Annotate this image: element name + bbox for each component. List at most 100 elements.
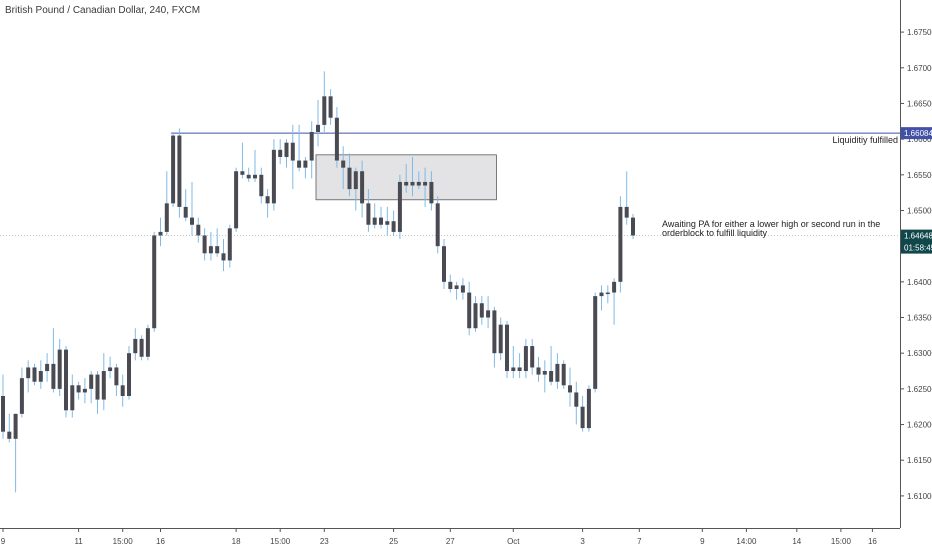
liquidity-price-tag	[901, 127, 932, 140]
candle-body	[397, 181, 402, 232]
candle-body	[454, 285, 459, 289]
candle-body	[95, 374, 100, 400]
candle-body	[51, 363, 56, 389]
candle-body	[82, 388, 87, 393]
candle-body	[612, 281, 617, 293]
candle-body	[341, 160, 346, 168]
candle-body	[246, 174, 251, 179]
candle-body	[473, 303, 478, 329]
candle-body	[45, 363, 50, 372]
candle-body	[536, 367, 541, 375]
candle-body	[442, 246, 446, 282]
x-tick-label: 15:00	[270, 537, 291, 546]
y-tick-label: 1.61000	[907, 492, 932, 501]
y-tick-label: 1.62000	[907, 421, 932, 430]
candle-body	[152, 235, 157, 329]
candle-body	[385, 221, 390, 225]
candle-body	[297, 160, 302, 168]
y-tick-label: 1.63000	[907, 349, 932, 358]
candle-body	[479, 303, 484, 318]
candle-body	[467, 292, 472, 329]
x-tick-label: 9	[700, 537, 705, 546]
candle-body	[618, 206, 623, 282]
candle-body	[423, 181, 428, 186]
candle-body	[366, 203, 371, 225]
candle-body	[328, 96, 333, 118]
y-tick-label: 1.62500	[907, 385, 932, 394]
candle-body	[1, 396, 5, 432]
candle-body	[492, 310, 497, 354]
candle-body	[624, 206, 629, 218]
candle-body	[568, 385, 572, 393]
candle-body	[486, 310, 491, 318]
candle-body	[227, 228, 232, 261]
candle-body	[171, 135, 176, 204]
candle-body	[7, 431, 12, 439]
candle-body	[511, 367, 516, 372]
candle-body	[190, 217, 194, 225]
candle-body	[290, 142, 295, 161]
candle-body	[561, 363, 566, 386]
candle-body	[76, 385, 81, 393]
y-tick-label: 1.65000	[907, 206, 932, 215]
candle-body	[599, 292, 604, 297]
current-price-tag	[901, 229, 932, 254]
x-tick-label: 23	[320, 537, 329, 546]
candle-body	[57, 349, 62, 389]
candle-body	[586, 388, 591, 429]
candle-body	[580, 406, 585, 429]
candle-body	[64, 349, 68, 411]
x-tick-label: 15:00	[831, 537, 852, 546]
candle-body	[448, 281, 453, 289]
candle-body	[379, 217, 383, 225]
x-tick-label: 11	[74, 537, 83, 546]
candle-body	[19, 378, 24, 414]
candle-body	[70, 385, 75, 411]
x-tick-label: 7	[637, 537, 642, 546]
note-text-line2: orderblock to fulfill liquidity	[662, 228, 768, 238]
candle-body	[234, 171, 239, 229]
candle-body	[549, 371, 554, 382]
candle-body	[221, 253, 226, 261]
candle-body	[127, 353, 131, 396]
candle-body	[555, 363, 560, 382]
candle-body	[410, 181, 415, 186]
x-tick-label: 16	[156, 537, 165, 546]
liquidity-price-label: 1.66084	[904, 129, 932, 138]
candle-body	[108, 367, 113, 372]
candle-body	[38, 371, 43, 382]
candle-body	[89, 374, 94, 389]
candle-body	[631, 217, 635, 236]
note-text-line1: Awaiting PA for either a lower high or s…	[662, 219, 880, 229]
y-tick-label: 1.66500	[907, 99, 932, 108]
x-tick-label: 16	[868, 537, 877, 546]
x-tick-label: 15:00	[113, 537, 134, 546]
candle-body	[114, 367, 119, 386]
candle-body	[360, 171, 365, 204]
candle-body	[183, 206, 188, 218]
candle-body	[101, 371, 106, 400]
candle-body	[309, 132, 314, 161]
x-tick-label: 14	[792, 537, 801, 546]
x-tick-label: 25	[389, 537, 398, 546]
candle-body	[278, 149, 283, 157]
candle-body	[372, 217, 377, 225]
candle-body	[505, 324, 509, 372]
candle-body	[347, 167, 352, 190]
candle-body	[435, 203, 440, 247]
candle-body	[259, 174, 264, 197]
candle-body	[164, 203, 169, 232]
candle-body	[253, 174, 257, 179]
countdown-label: 01:58:45	[904, 244, 932, 253]
candle-body	[574, 392, 579, 407]
candle-body	[139, 338, 144, 357]
y-tick-label: 1.61500	[907, 456, 932, 465]
candle-body	[240, 171, 245, 175]
x-tick-label: Oct	[507, 537, 520, 546]
candle-body	[334, 117, 339, 161]
candle-body	[133, 338, 138, 354]
candle-body	[353, 171, 358, 190]
candle-body	[32, 367, 37, 382]
y-tick-label: 1.67500	[907, 28, 932, 37]
